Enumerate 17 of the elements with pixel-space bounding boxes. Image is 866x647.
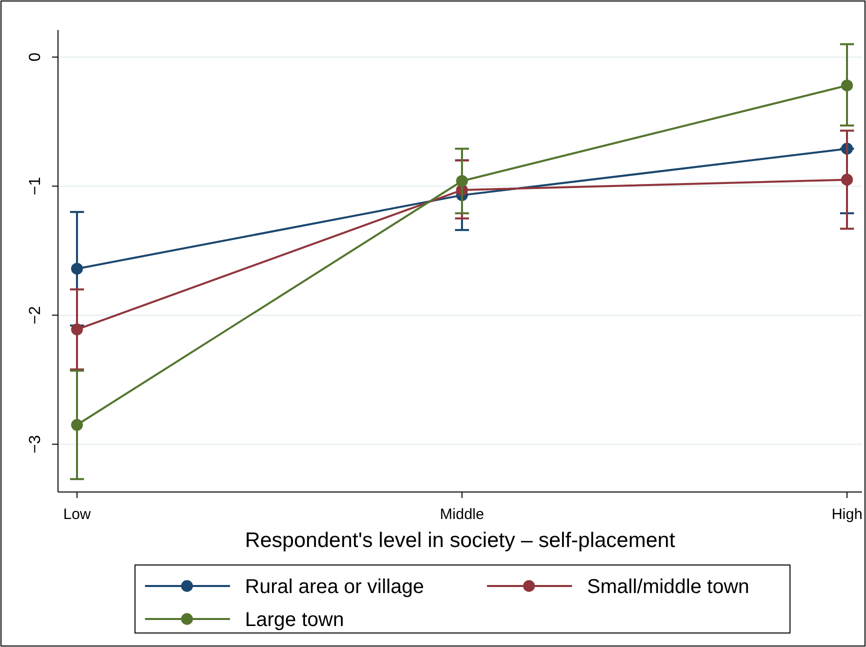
- point: [456, 175, 468, 187]
- x-tick-label: High: [832, 506, 862, 523]
- point: [71, 262, 83, 275]
- point: [841, 174, 853, 186]
- point: [71, 418, 83, 431]
- x-tick-label: Low: [63, 506, 91, 523]
- y-tick-label: −2: [27, 306, 44, 324]
- y-tick-label: −1: [27, 176, 44, 196]
- point: [841, 80, 853, 92]
- x-tick-label: Middle: [440, 506, 484, 523]
- x-axis-title: Respondent's level in society – self-placement: [244, 529, 676, 552]
- legend-label: Rural area or village: [245, 576, 424, 598]
- y-tick-label: −3: [27, 435, 44, 454]
- legend-label: Large town: [245, 609, 344, 631]
- y-tick-label: 0: [27, 52, 44, 62]
- point: [71, 323, 83, 336]
- legend-label: Small/middle town: [587, 576, 750, 598]
